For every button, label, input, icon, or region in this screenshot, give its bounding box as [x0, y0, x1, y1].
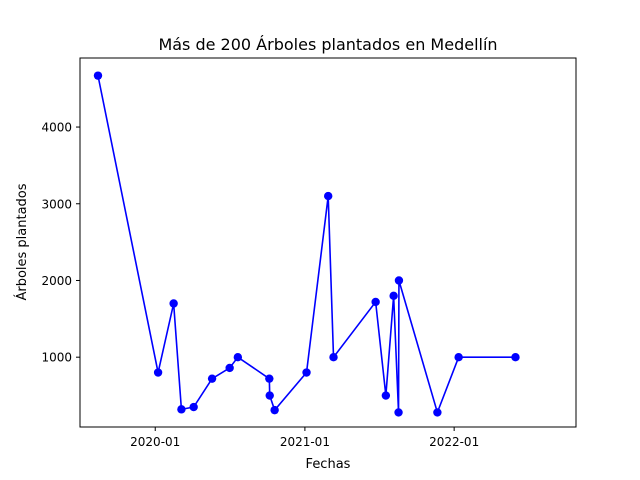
data-point — [233, 352, 243, 362]
data-point — [207, 374, 217, 383]
series-line — [97, 75, 516, 415]
data-point — [454, 352, 463, 362]
x-tick-label: 2022-01 — [429, 435, 479, 449]
chart-title: Más de 200 Árboles plantados en Medellín — [158, 35, 497, 54]
y-tick-label: 4000 — [41, 121, 72, 135]
y-tick-label: 3000 — [41, 197, 72, 211]
y-axis-label: Árboles plantados — [14, 183, 30, 300]
data-point — [169, 299, 178, 308]
data-point — [153, 368, 163, 377]
data-point — [177, 405, 186, 414]
y-tick-label: 2000 — [41, 274, 72, 288]
data-point — [270, 405, 279, 415]
y-tick-label: 1000 — [41, 351, 72, 365]
data-point — [511, 352, 520, 362]
data-point — [371, 297, 380, 307]
data-point — [389, 291, 398, 301]
data-point — [394, 408, 403, 417]
data-point — [265, 374, 274, 383]
data-point — [394, 276, 404, 285]
data-point — [302, 368, 311, 377]
data-point — [265, 391, 274, 400]
x-tick-label: 2020-01 — [130, 435, 180, 449]
data-point — [93, 71, 103, 80]
data-point — [381, 391, 391, 400]
data-point — [433, 408, 442, 417]
x-axis-label: Fechas — [306, 457, 351, 472]
data-point — [189, 402, 198, 412]
data-point — [329, 352, 338, 362]
data-point — [324, 191, 333, 201]
data-point — [225, 363, 234, 373]
plot-frame — [79, 57, 577, 428]
x-tick-label: 2021-01 — [280, 435, 330, 449]
